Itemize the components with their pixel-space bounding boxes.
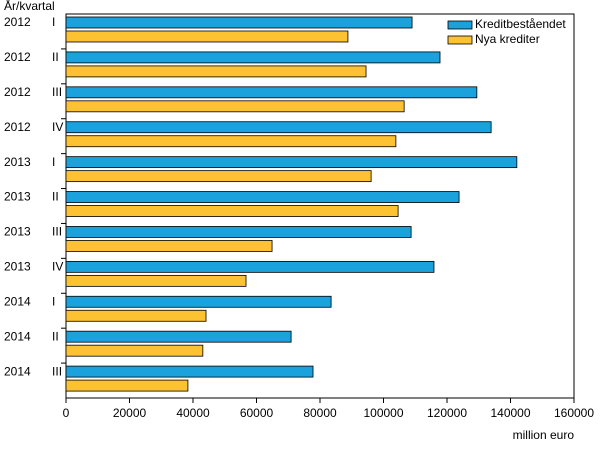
legend-label: Nya krediter [475, 32, 540, 46]
bar [65, 191, 460, 203]
x-tick-label: 140000 [490, 406, 530, 420]
bar [65, 309, 207, 322]
y-tick-label: 2013 II [4, 190, 59, 204]
y-tick-label: 2014 I [4, 294, 55, 308]
bar [65, 240, 273, 252]
bar [65, 51, 441, 64]
y-tick-label: 2013 III [4, 225, 62, 239]
bar [65, 86, 478, 99]
legend-swatch [447, 20, 473, 30]
bar [65, 295, 332, 308]
y-tick-label: 2013 I [4, 155, 55, 169]
y-tick-label: 2013 IV [4, 260, 63, 274]
x-tick-label: 100000 [363, 406, 403, 420]
bar [65, 156, 518, 169]
bar [65, 170, 372, 183]
y-axis-title: År/kvartal [4, 0, 55, 13]
bar [65, 205, 399, 217]
bar [65, 100, 405, 113]
bar [65, 344, 204, 357]
x-tick-label: 160000 [554, 406, 594, 420]
x-tick-label: 0 [63, 406, 70, 420]
bar [65, 135, 397, 148]
y-tick-label: 2012 IV [4, 120, 63, 134]
y-tick-label: 2012 III [4, 85, 62, 99]
bar [65, 274, 247, 287]
y-tick-label: 2012 I [4, 15, 55, 29]
bar [65, 121, 492, 134]
x-tick-label: 120000 [427, 406, 467, 420]
legend-label: Kreditbeståendet [475, 17, 566, 31]
bar [65, 65, 367, 78]
bar [65, 16, 413, 29]
x-tick-label: 20000 [113, 406, 147, 420]
x-tick-label: 60000 [240, 406, 274, 420]
y-tick-label: 2014 III [4, 364, 62, 378]
bar [65, 365, 314, 378]
x-axis-title: million euro [513, 428, 575, 442]
legend-swatch [447, 35, 473, 45]
x-tick-label: 40000 [176, 406, 210, 420]
y-tick-label: 2012 II [4, 50, 59, 64]
y-tick-label: 2014 II [4, 329, 59, 343]
bar [65, 260, 435, 273]
bar [65, 330, 292, 343]
bar [65, 30, 349, 43]
bar [65, 226, 412, 238]
x-tick-label: 80000 [303, 406, 337, 420]
bar [65, 379, 189, 392]
